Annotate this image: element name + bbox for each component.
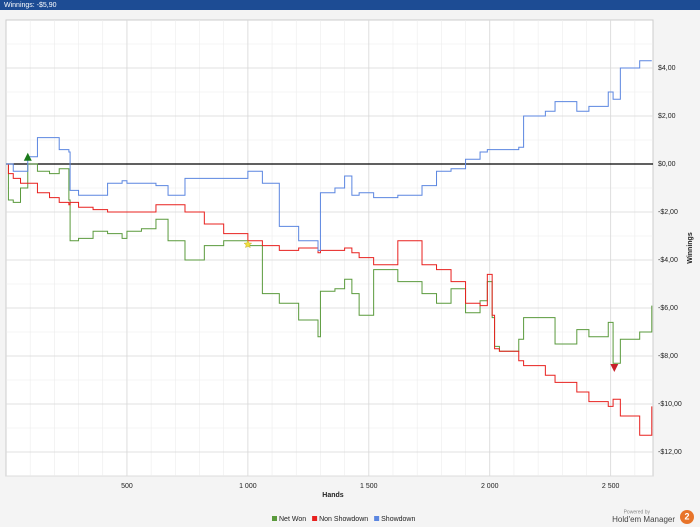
legend-swatch — [312, 516, 318, 521]
legend-swatch — [374, 516, 380, 521]
legend-label: Net Won — [279, 516, 306, 523]
title-bar — [0, 0, 700, 10]
series-line — [6, 60, 652, 251]
marker-triangle-down — [610, 364, 619, 372]
legend-label: Showdown — [381, 516, 415, 523]
x-tick-label: 1 000 — [239, 483, 257, 490]
x-tick-label: 500 — [121, 483, 133, 490]
branding-line1: Powered by — [624, 509, 651, 515]
y-tick-label: $2,00 — [658, 113, 676, 120]
series-line — [6, 163, 653, 436]
x-tick-label: 2 000 — [481, 483, 499, 490]
plot-area — [5, 19, 654, 477]
legend-label: Non Showdown — [319, 516, 368, 523]
legend-swatch — [272, 516, 277, 521]
y-tick-label: -$4,00 — [658, 257, 678, 264]
x-tick-label: 2 500 — [602, 483, 620, 490]
branding-line2: Hold'em Manager — [612, 515, 675, 524]
marker-triangle-up — [23, 152, 32, 161]
y-tick-label: -$10,00 — [658, 401, 682, 408]
y-axis-label: Winnings — [687, 232, 694, 264]
x-axis-label: Hands — [322, 492, 344, 499]
branding-badge-text: 2 — [684, 511, 689, 521]
y-tick-label: -$12,00 — [658, 449, 682, 456]
window-title: Winnings: -$5,90 — [4, 2, 57, 9]
branding-badge — [680, 510, 694, 524]
marker-star — [243, 239, 253, 249]
y-tick-label: -$2,00 — [658, 209, 678, 216]
y-tick-label: -$8,00 — [658, 353, 678, 360]
x-tick-label: 1 500 — [360, 483, 378, 490]
y-tick-label: -$6,00 — [658, 305, 678, 312]
y-tick-label: $0,00 — [658, 161, 676, 168]
y-tick-label: $4,00 — [658, 65, 676, 72]
series-line — [6, 163, 653, 364]
